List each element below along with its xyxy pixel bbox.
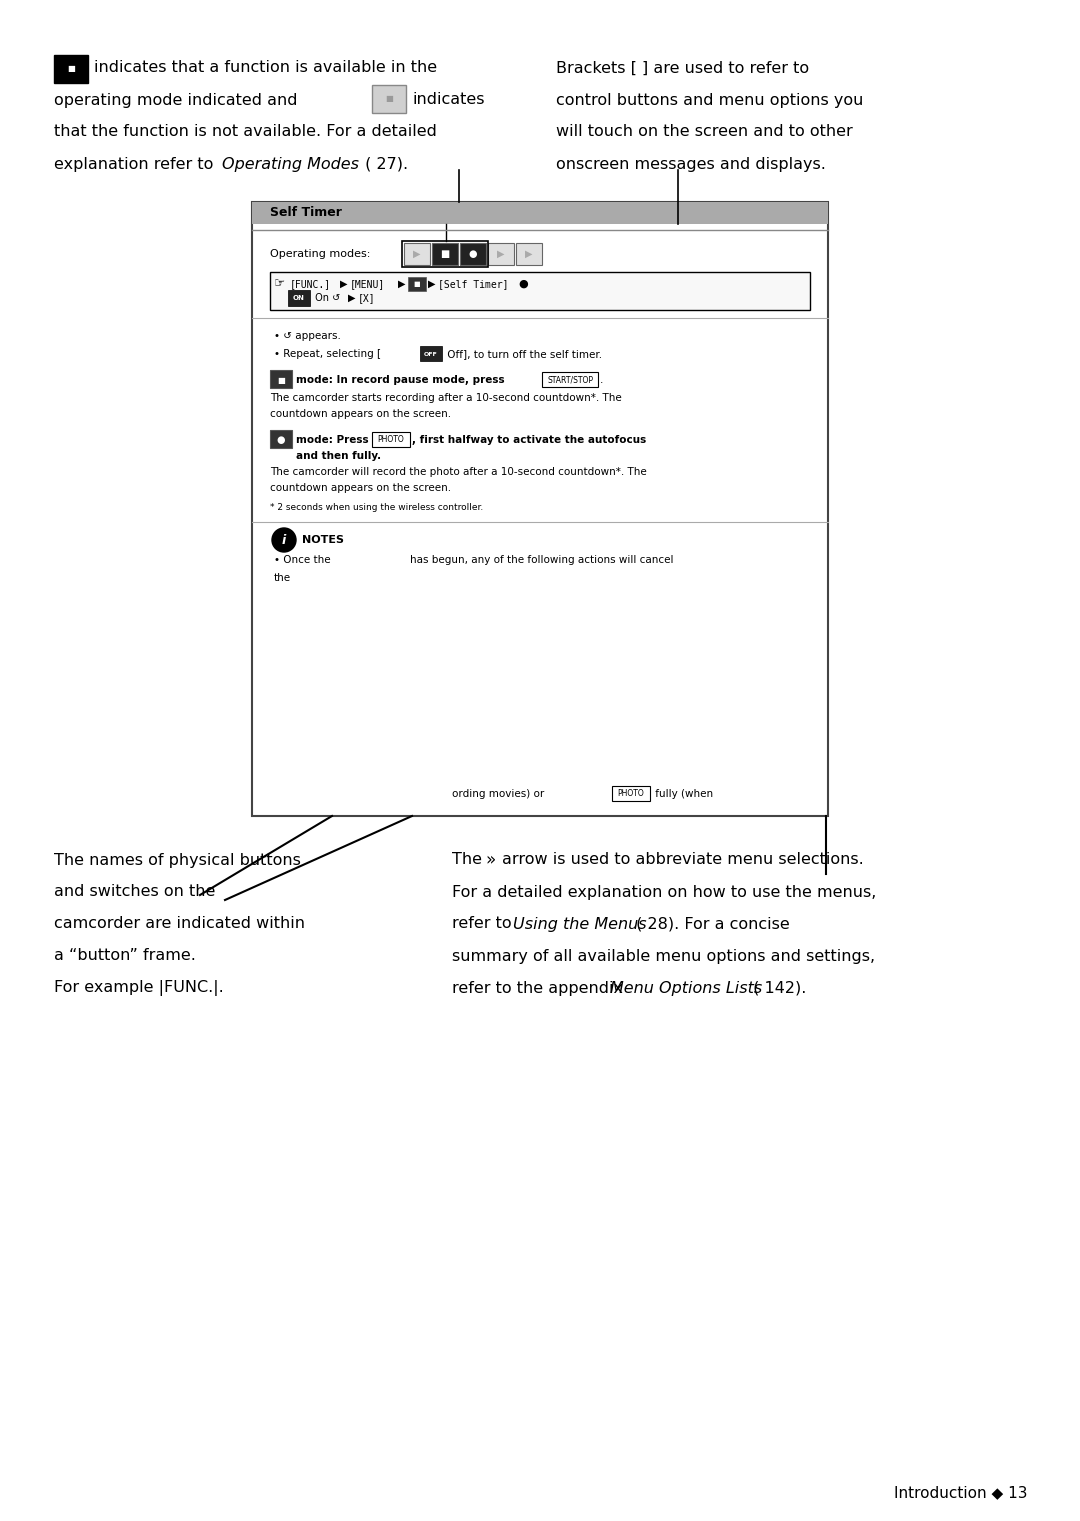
Bar bbox=[270, 272, 810, 310]
Text: ( 28). For a concise: ( 28). For a concise bbox=[631, 917, 789, 931]
Text: indicates: indicates bbox=[411, 93, 485, 108]
Text: ■: ■ bbox=[386, 94, 393, 103]
Bar bbox=[252, 202, 828, 815]
Bar bbox=[408, 277, 426, 291]
Bar bbox=[270, 430, 292, 449]
Text: ☞: ☞ bbox=[274, 277, 285, 291]
Text: operating mode indicated and: operating mode indicated and bbox=[54, 93, 297, 108]
Text: Operating Modes: Operating Modes bbox=[222, 157, 359, 172]
Bar bbox=[54, 55, 87, 84]
Text: summary of all available menu options and settings,: summary of all available menu options an… bbox=[453, 949, 875, 963]
Text: mode: Press: mode: Press bbox=[296, 435, 368, 446]
Text: countdown appears on the screen.: countdown appears on the screen. bbox=[270, 484, 451, 493]
Text: Off], to turn off the self timer.: Off], to turn off the self timer. bbox=[444, 348, 603, 359]
Circle shape bbox=[272, 528, 296, 552]
Text: • ↺ appears.: • ↺ appears. bbox=[274, 332, 341, 341]
Text: For a detailed explanation on how to use the menus,: For a detailed explanation on how to use… bbox=[453, 885, 876, 899]
Text: [X]: [X] bbox=[357, 294, 376, 303]
Text: ▶: ▶ bbox=[399, 278, 405, 289]
Bar bbox=[252, 202, 828, 224]
Text: For example |FUNC.|.: For example |FUNC.|. bbox=[54, 980, 224, 996]
Bar bbox=[288, 291, 310, 306]
Text: has begun, any of the following actions will cancel: has begun, any of the following actions … bbox=[410, 555, 674, 564]
Text: * 2 seconds when using the wireless controller.: * 2 seconds when using the wireless cont… bbox=[270, 503, 483, 513]
Text: ▶: ▶ bbox=[525, 249, 532, 259]
Text: ON: ON bbox=[293, 295, 305, 301]
Text: control buttons and menu options you: control buttons and menu options you bbox=[556, 93, 863, 108]
Text: Menu Options Lists: Menu Options Lists bbox=[610, 981, 762, 996]
Text: The: The bbox=[453, 852, 487, 867]
Text: onscreen messages and displays.: onscreen messages and displays. bbox=[556, 157, 826, 172]
Text: ●: ● bbox=[469, 249, 477, 259]
Text: will touch on the screen and to other: will touch on the screen and to other bbox=[556, 125, 853, 140]
Text: ■: ■ bbox=[414, 281, 420, 287]
Text: Operating modes:: Operating modes: bbox=[270, 249, 370, 259]
Text: that the function is not available. For a detailed: that the function is not available. For … bbox=[54, 125, 437, 140]
Bar bbox=[372, 85, 406, 113]
Text: NOTES: NOTES bbox=[302, 535, 345, 545]
Bar bbox=[432, 243, 458, 265]
Text: On ↺: On ↺ bbox=[312, 294, 340, 303]
Text: »: » bbox=[485, 852, 496, 868]
Text: [MENU]: [MENU] bbox=[350, 278, 386, 289]
Text: and then fully.: and then fully. bbox=[296, 452, 381, 461]
Text: the: the bbox=[274, 573, 292, 583]
Bar bbox=[516, 243, 542, 265]
Text: fully (when: fully (when bbox=[652, 789, 713, 799]
Bar bbox=[402, 240, 488, 268]
Bar bbox=[542, 373, 598, 386]
Text: ■: ■ bbox=[441, 249, 449, 259]
Text: countdown appears on the screen.: countdown appears on the screen. bbox=[270, 409, 451, 418]
Text: mode: In record pause mode, press: mode: In record pause mode, press bbox=[296, 376, 504, 385]
Text: a “button” frame.: a “button” frame. bbox=[54, 949, 195, 963]
Text: explanation refer to: explanation refer to bbox=[54, 157, 218, 172]
Text: ▶: ▶ bbox=[428, 278, 435, 289]
Text: arrow is used to abbreviate menu selections.: arrow is used to abbreviate menu selecti… bbox=[502, 852, 864, 867]
Text: • Once the: • Once the bbox=[274, 555, 330, 564]
Text: ( 142).: ( 142). bbox=[748, 981, 807, 996]
Text: ■: ■ bbox=[67, 64, 75, 73]
Text: Self Timer: Self Timer bbox=[270, 207, 342, 219]
Text: [FUNC.]: [FUNC.] bbox=[291, 278, 332, 289]
Text: ▶: ▶ bbox=[497, 249, 504, 259]
Text: ▶: ▶ bbox=[348, 294, 355, 303]
Bar bbox=[488, 243, 514, 265]
Text: The camcorder will record the photo after a 10-second countdown*. The: The camcorder will record the photo afte… bbox=[270, 467, 647, 478]
Text: ●: ● bbox=[276, 435, 285, 446]
Bar bbox=[270, 370, 292, 388]
Text: refer to the appendix: refer to the appendix bbox=[453, 981, 629, 996]
Text: ▶: ▶ bbox=[340, 278, 348, 289]
Text: The camcorder starts recording after a 10-second countdown*. The: The camcorder starts recording after a 1… bbox=[270, 392, 622, 403]
Bar bbox=[460, 243, 486, 265]
Text: ●: ● bbox=[518, 278, 528, 289]
Text: ( 27).: ( 27). bbox=[360, 157, 408, 172]
Text: refer to: refer to bbox=[453, 917, 516, 931]
Bar bbox=[612, 786, 650, 802]
Text: PHOTO: PHOTO bbox=[378, 435, 404, 444]
Text: • Repeat, selecting [: • Repeat, selecting [ bbox=[274, 348, 381, 359]
Text: Brackets [ ] are used to refer to: Brackets [ ] are used to refer to bbox=[556, 61, 809, 76]
Text: ▶: ▶ bbox=[414, 249, 421, 259]
Bar bbox=[404, 243, 430, 265]
Text: Introduction ◆ 13: Introduction ◆ 13 bbox=[894, 1486, 1028, 1501]
Text: The names of physical buttons: The names of physical buttons bbox=[54, 852, 301, 867]
Text: ■: ■ bbox=[278, 376, 285, 385]
Text: .: . bbox=[600, 376, 604, 385]
Text: START/STOP: START/STOP bbox=[546, 376, 593, 385]
Text: i: i bbox=[282, 534, 286, 546]
Text: Using the Menus: Using the Menus bbox=[513, 917, 647, 931]
Bar bbox=[372, 432, 410, 447]
Text: ording movies) or: ording movies) or bbox=[453, 789, 544, 799]
Bar bbox=[420, 345, 442, 360]
Text: camcorder are indicated within: camcorder are indicated within bbox=[54, 917, 305, 931]
Text: [Self Timer]: [Self Timer] bbox=[438, 278, 509, 289]
Text: and switches on the: and switches on the bbox=[54, 885, 215, 899]
Text: , first halfway to activate the autofocus: , first halfway to activate the autofocu… bbox=[411, 435, 646, 446]
Text: indicates that a function is available in the: indicates that a function is available i… bbox=[94, 61, 437, 76]
Text: PHOTO: PHOTO bbox=[618, 789, 645, 799]
Text: OFF: OFF bbox=[424, 351, 437, 356]
